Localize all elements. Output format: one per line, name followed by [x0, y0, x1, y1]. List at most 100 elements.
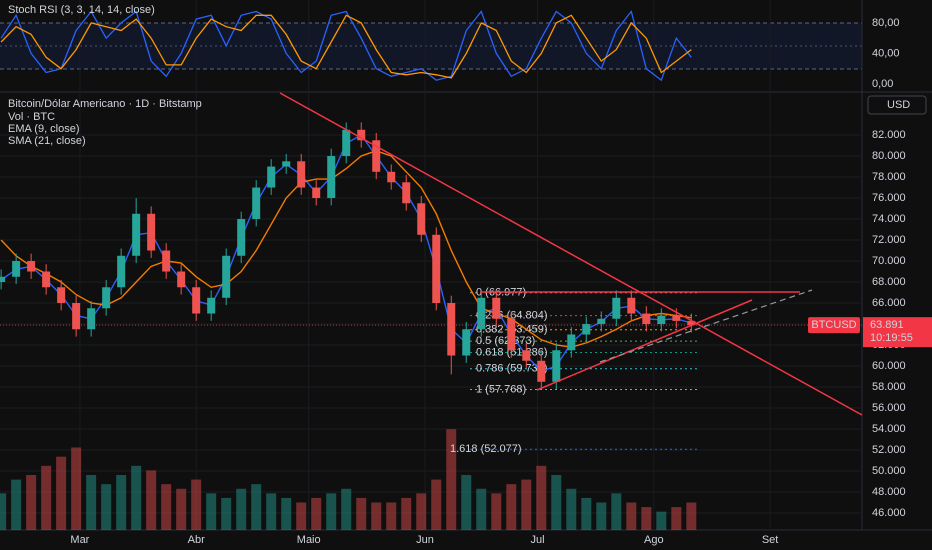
candle-body: [237, 219, 246, 256]
y-tick-label: 60.000: [872, 360, 906, 372]
volume-bar: [311, 497, 322, 530]
x-tick-label: Jun: [416, 534, 434, 546]
y-tick-label: 74.000: [872, 213, 906, 225]
volume-bar: [176, 488, 187, 530]
volume-bar: [341, 488, 352, 530]
y-tick-label: 58.000: [872, 381, 906, 393]
candle-body: [522, 350, 531, 361]
y-tick-label: 78.000: [872, 171, 906, 183]
volume-bar: [11, 479, 22, 530]
candle-body: [102, 287, 111, 309]
volume-bar: [401, 497, 412, 530]
symbol-tag: [808, 317, 860, 334]
volume-bar: [206, 493, 217, 530]
candle-body: [612, 297, 621, 319]
volume-bar: [431, 479, 442, 530]
volume-bar: [476, 488, 487, 530]
price-tag: [863, 317, 932, 348]
candle-body: [582, 324, 591, 335]
y-tick-label: 66.000: [872, 297, 906, 309]
candle-body: [447, 303, 456, 356]
candle-body: [282, 161, 291, 167]
candle-body: [267, 166, 276, 188]
candle-body: [387, 171, 396, 183]
volume-bar: [641, 507, 652, 530]
volume-bar: [506, 484, 517, 530]
y-tick-label: 40,00: [872, 47, 900, 59]
candle-body: [57, 287, 66, 304]
candle-body: [12, 261, 21, 277]
y-tick-label: 56.000: [872, 402, 906, 414]
volume-bar: [116, 475, 127, 530]
candle-body: [132, 213, 141, 256]
currency-button[interactable]: [867, 95, 927, 115]
chart-title: Bitcoin/Dólar Americano · 1D · Bitstamp: [8, 98, 202, 110]
candle-body: [552, 350, 561, 382]
volume-bar: [191, 479, 202, 530]
candle-body: [687, 320, 696, 326]
candle-body: [162, 250, 171, 272]
volume-bar: [71, 447, 82, 530]
y-tick-label: 48.000: [872, 486, 906, 498]
candle-body: [507, 318, 516, 351]
fib-label: 1.618 (52.077): [450, 443, 522, 455]
volume-bar: [686, 502, 697, 530]
volume-bar: [611, 493, 622, 530]
y-tick-label: 46.000: [872, 507, 906, 519]
volume-bar: [296, 502, 307, 530]
candle-body: [87, 308, 96, 330]
candle-body: [72, 303, 81, 330]
volume-bar: [236, 488, 247, 530]
volume-bar: [566, 488, 577, 530]
currency-label: USD: [887, 99, 910, 111]
volume-bar: [656, 511, 667, 530]
candle-body: [417, 203, 426, 235]
candle-body: [372, 140, 381, 172]
volume-bar: [671, 507, 682, 530]
y-tick-label: 70.000: [872, 255, 906, 267]
candle-body: [672, 315, 681, 321]
candle-body: [627, 297, 636, 314]
volume-bar: [251, 484, 262, 530]
fib-label: 0.786 (59.739): [476, 363, 548, 375]
candle-body: [342, 129, 351, 157]
x-tick-label: Jul: [530, 534, 544, 546]
y-tick-label: 50.000: [872, 465, 906, 477]
candle-body: [312, 187, 321, 199]
y-tick-label: 80.000: [872, 150, 906, 162]
fib-label: 0.5 (62.373): [476, 335, 535, 347]
rsi-line: [0, 10, 692, 82]
candle-body: [567, 334, 576, 351]
moving-average: [0, 150, 692, 348]
candle-body: [402, 182, 411, 204]
candle-body: [357, 129, 366, 141]
volume-bar: [386, 502, 397, 530]
candle-body: [297, 161, 306, 188]
y-tick-label: 80,00: [872, 17, 900, 29]
ema-legend: EMA (9, close): [8, 123, 80, 135]
trend-line: [536, 299, 753, 391]
candle-body: [642, 313, 651, 325]
candle-body: [537, 360, 546, 382]
y-tick-label: 72.000: [872, 234, 906, 246]
trend-line: [599, 289, 813, 363]
countdown-label: 10:19:55: [870, 332, 913, 344]
volume-bar: [491, 493, 502, 530]
candle-body: [462, 329, 471, 356]
y-tick-label: 82.000: [872, 129, 906, 141]
volume-bar: [56, 456, 67, 530]
volume-bar: [146, 470, 157, 530]
rsi-title: Stoch RSI (3, 3, 14, 14, close): [8, 4, 155, 16]
candle-body: [327, 156, 336, 199]
candle-body: [207, 297, 216, 314]
y-tick-label: 68.000: [872, 276, 906, 288]
candle-body: [177, 271, 186, 288]
volume-bar: [101, 484, 112, 530]
y-tick-label: 54.000: [872, 423, 906, 435]
volume-bar: [551, 475, 562, 530]
volume-bar: [326, 493, 337, 530]
x-tick-label: Mar: [70, 534, 89, 546]
volume-bar: [86, 475, 97, 530]
trend-line: [279, 92, 863, 416]
